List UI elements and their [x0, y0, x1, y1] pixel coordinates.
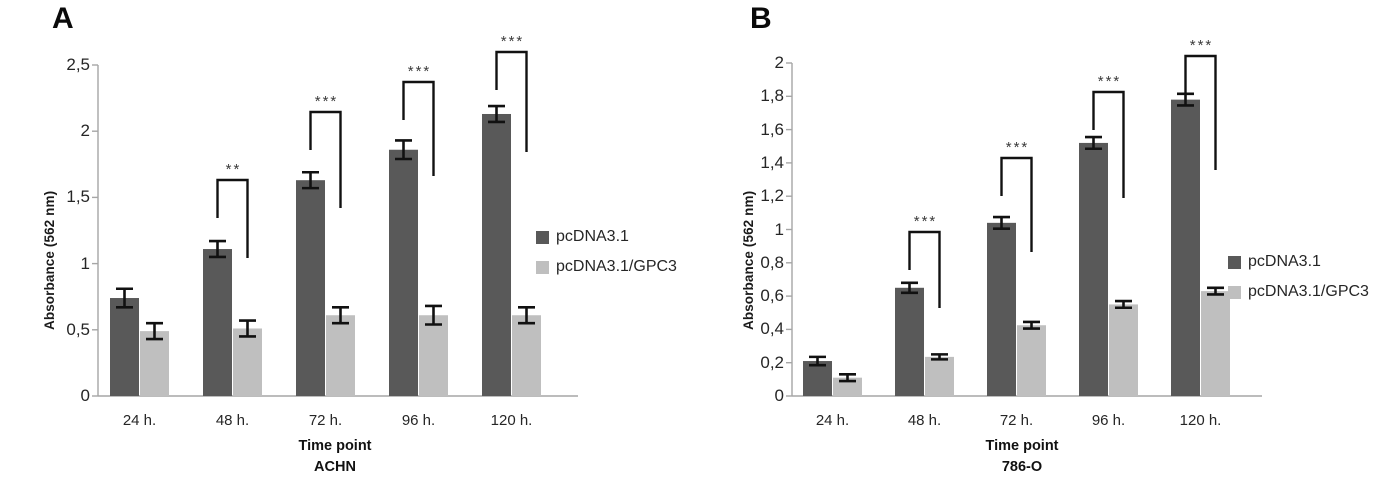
y-tick-label: 1,5: [66, 187, 90, 207]
legend-label: pcDNA3.1/GPC3: [556, 258, 677, 275]
panel-b-letter: B: [750, 2, 772, 35]
panel-a-letter: A: [52, 2, 74, 35]
y-tick-label: 2: [774, 53, 784, 72]
significance-marker: ***: [1097, 73, 1122, 90]
legend-swatch-icon: [1228, 255, 1241, 269]
x-category-label: 48 h.: [907, 412, 942, 429]
legend-label: pcDNA3.1: [556, 228, 629, 245]
x-category-label: 120 h.: [490, 412, 533, 429]
y-tick-label: 1,6: [760, 119, 784, 139]
panel-a-x-axis-title: Time point: [298, 438, 372, 454]
legend-item[interactable]: pcDNA3.1/GPC3: [536, 252, 677, 282]
x-category-label: 120 h.: [1179, 412, 1222, 429]
x-category-label: 24 h.: [815, 412, 850, 429]
significance-marker: ***: [913, 213, 938, 230]
legend-label: pcDNA3.1/GPC3: [1248, 283, 1369, 300]
legend-swatch-icon: [536, 230, 549, 244]
y-tick-label: 0,4: [760, 319, 784, 339]
legend-item[interactable]: pcDNA3.1: [536, 222, 677, 252]
y-tick-label: 2,5: [66, 55, 90, 74]
legend-item[interactable]: pcDNA3.1/GPC3: [1228, 277, 1369, 307]
panel-b-plot: [786, 54, 1262, 397]
x-category-label: 72 h.: [308, 412, 343, 429]
significance-marker: ***: [407, 63, 432, 80]
y-tick-label: 0,5: [66, 319, 90, 339]
x-category-label: 72 h.: [999, 412, 1034, 429]
significance-marker: ***: [500, 33, 525, 50]
panel-b-cell-line: 786-O: [1001, 459, 1043, 475]
x-category-label: 48 h.: [215, 412, 250, 429]
panel-b: B Absorbance (562 nm) 0 0,2 0,4 0,6 0,8 1 1,2 1…: [700, 0, 1395, 484]
legend-swatch-icon: [536, 260, 549, 274]
significance-marker: ***: [314, 93, 339, 110]
y-tick-label: 1: [80, 253, 90, 273]
significance-marker: **: [225, 161, 242, 178]
x-category-label: 96 h.: [401, 412, 436, 429]
panel-b-legend: pcDNA3.1 pcDNA3.1/GPC3: [1228, 247, 1369, 307]
legend-item[interactable]: pcDNA3.1: [1228, 247, 1369, 277]
x-category-label: 96 h.: [1091, 412, 1126, 429]
y-tick-label: 0,2: [760, 352, 784, 372]
y-tick-label: 0: [80, 386, 90, 405]
panel-a-cell-line: ACHN: [314, 459, 356, 475]
panel-a: A Absorbance (562 nm) 0 0,5 1 1,5 2 2,5 24 h. 4…: [42, 2, 677, 475]
y-tick-label: 1,2: [760, 186, 784, 206]
legend-label: pcDNA3.1: [1248, 253, 1321, 270]
y-tick-label: 1,8: [760, 86, 784, 106]
panel-a-plot: [92, 50, 578, 397]
y-tick-label: 0,6: [760, 286, 784, 306]
x-category-label: 24 h.: [122, 412, 157, 429]
y-tick-label: 2: [80, 121, 90, 141]
significance-marker: ***: [1189, 37, 1214, 54]
panel-a-legend: pcDNA3.1 pcDNA3.1/GPC3: [536, 222, 677, 282]
significance-marker: ***: [1005, 139, 1030, 156]
y-tick-label: 0,8: [760, 252, 784, 272]
y-tick-label: 0: [774, 386, 784, 405]
legend-swatch-icon: [1228, 285, 1241, 299]
y-tick-label: 1,4: [760, 152, 784, 172]
y-tick-label: 1: [774, 219, 784, 239]
panel-b-x-axis-title: Time point: [985, 438, 1059, 454]
